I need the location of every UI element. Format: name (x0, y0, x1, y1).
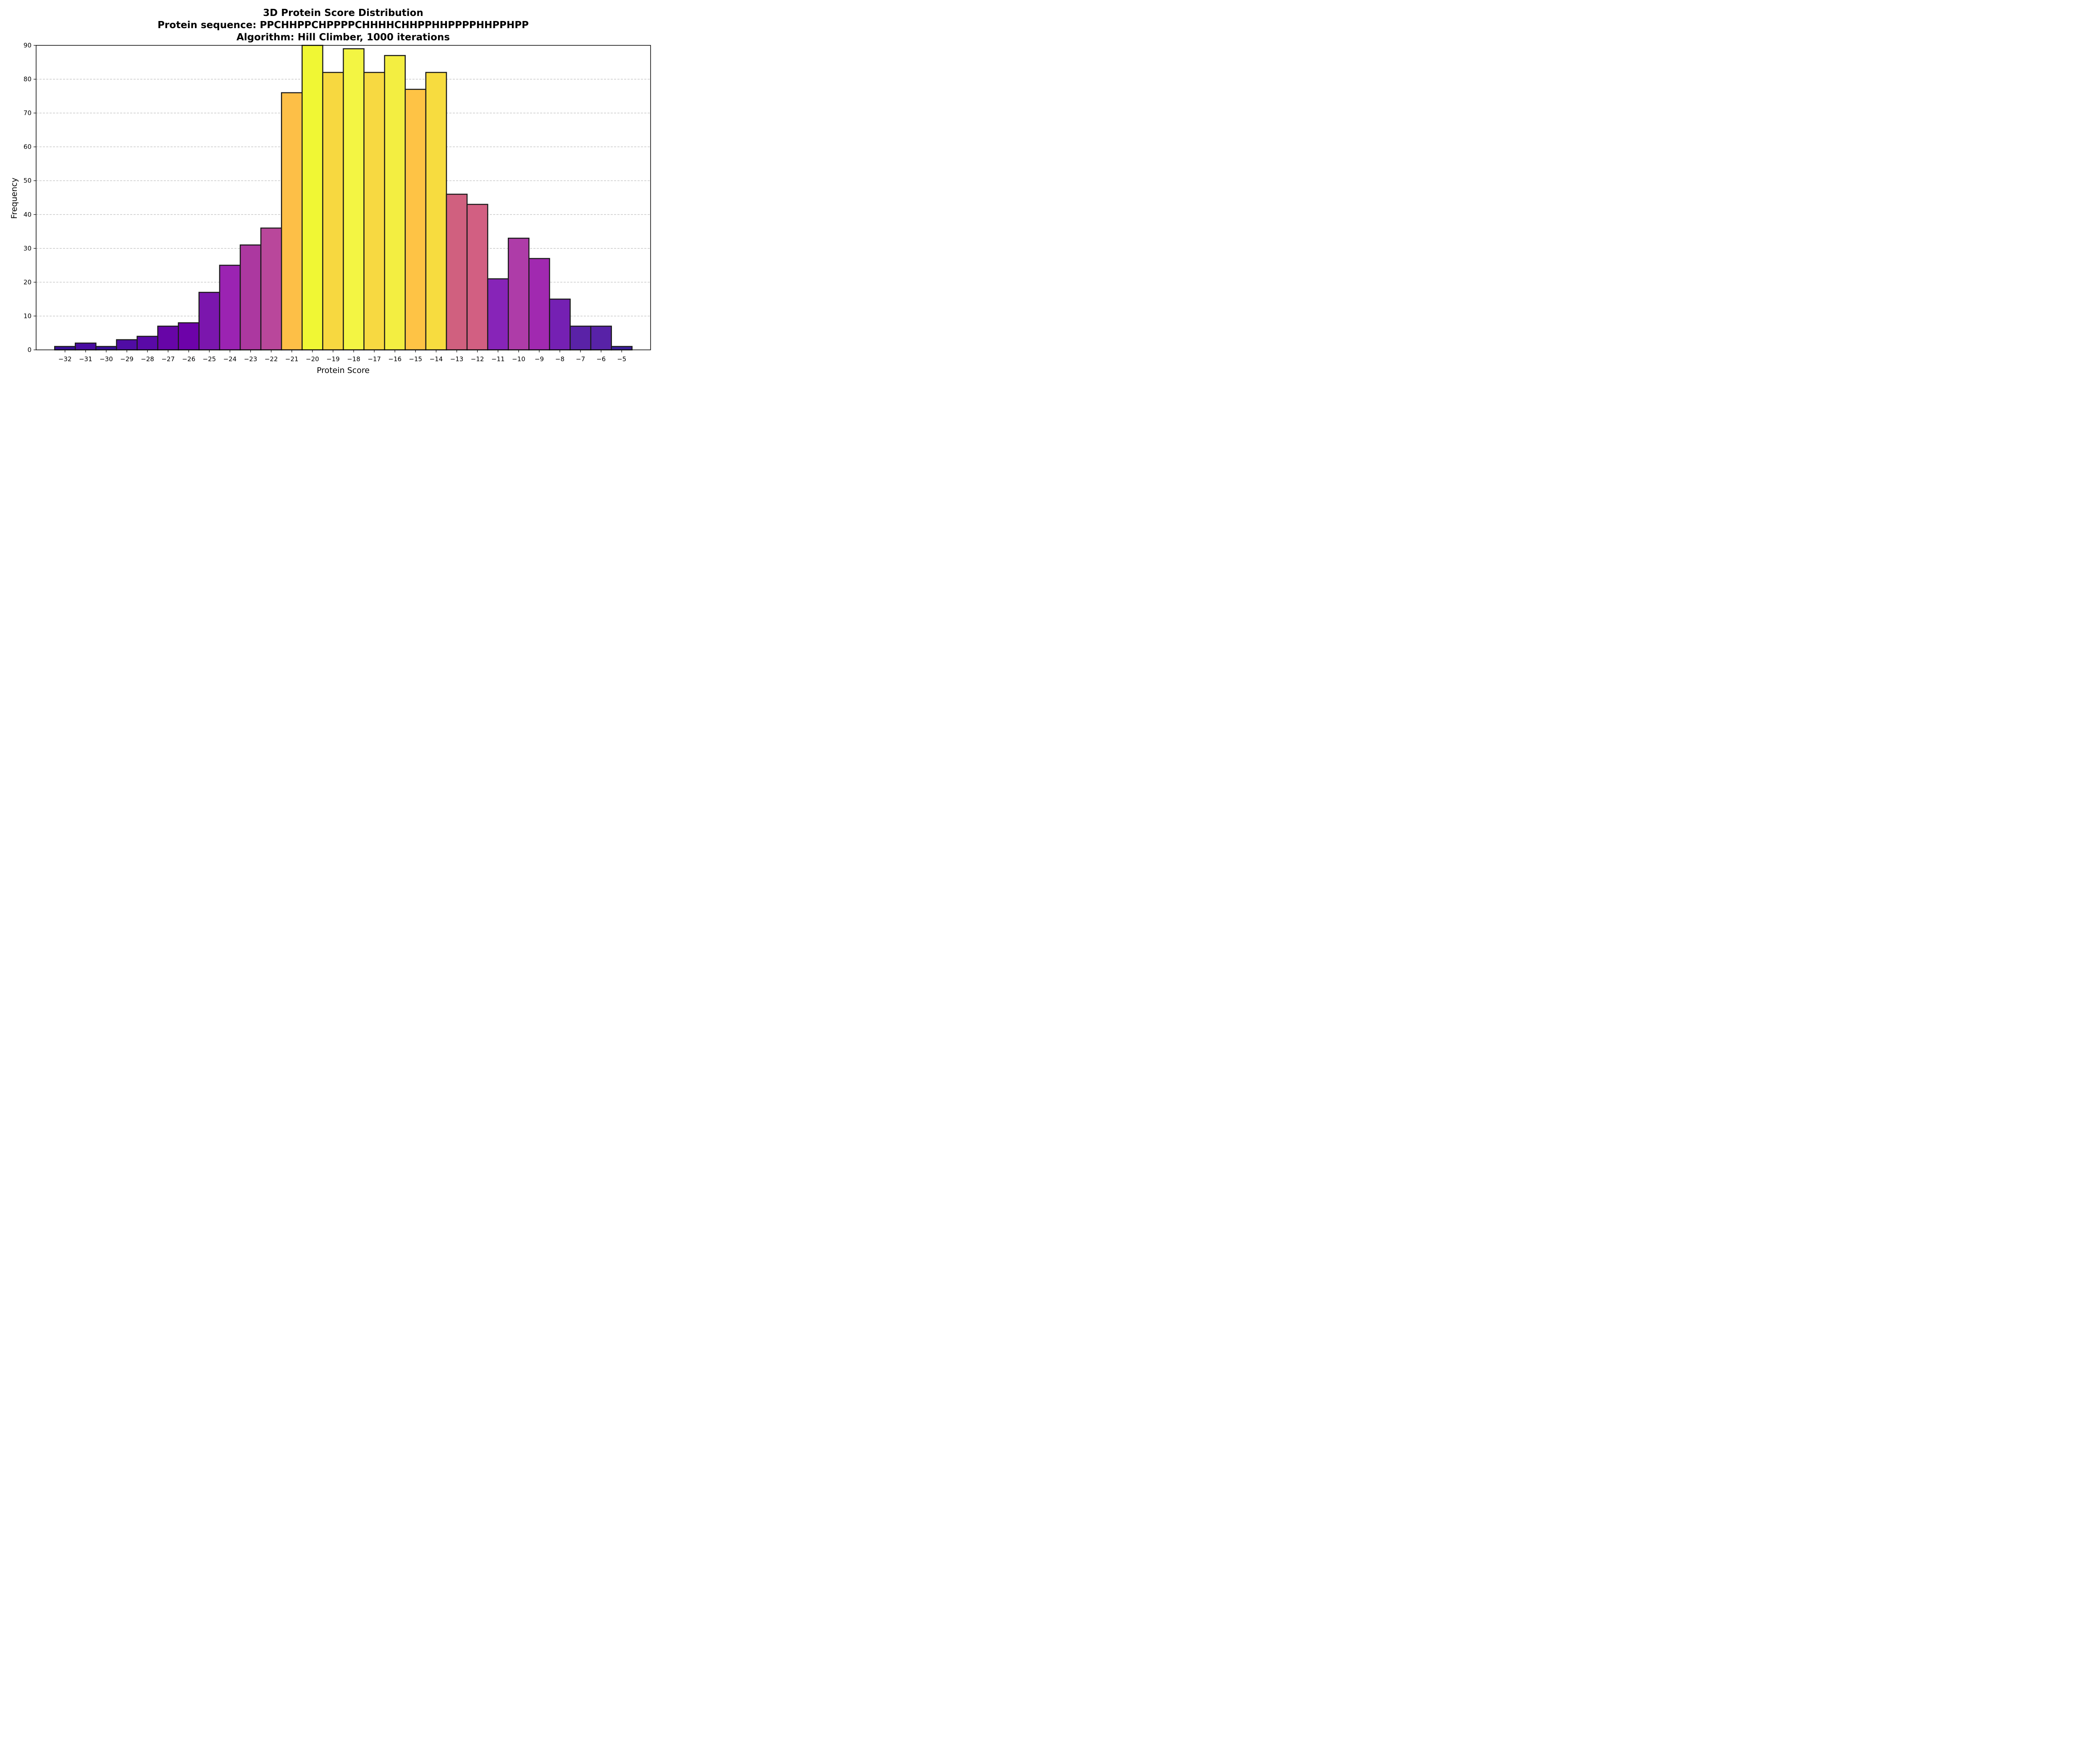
bar-score--7 (570, 326, 591, 351)
bar-score--8 (549, 298, 571, 351)
bar-score--16 (384, 55, 406, 351)
x-tick-label--12: −12 (471, 355, 484, 363)
bar-score--25 (198, 291, 220, 351)
x-tick-label--10: −10 (512, 355, 525, 363)
bar-score--17 (363, 72, 385, 351)
histogram-bars (54, 45, 633, 351)
x-tick-label--29: −29 (120, 355, 134, 363)
x-tick-label--22: −22 (265, 355, 278, 363)
x-tick-label--28: −28 (141, 355, 154, 363)
bar-score--23 (239, 244, 262, 351)
plot-frame (36, 45, 651, 350)
bar-score--6 (590, 326, 612, 351)
chart-title-line-3: Algorithm: Hill Climber, 1000 iterations (236, 32, 450, 43)
y-tick-label-30: 30 (24, 244, 32, 252)
x-tick-label--23: −23 (244, 355, 257, 363)
bar-score--9 (528, 258, 550, 351)
bar-score--10 (508, 237, 530, 351)
y-tick-label-80: 80 (24, 76, 32, 83)
x-tick-label--13: −13 (450, 355, 464, 363)
bar-score--20 (302, 45, 323, 351)
x-tick-label--30: −30 (100, 355, 113, 363)
bar-score--14 (425, 72, 447, 351)
x-tick-label--21: −21 (285, 355, 299, 363)
y-axis-ticks: 0 10 20 30 40 50 60 70 80 90 (24, 42, 36, 354)
x-tick-label--16: −16 (388, 355, 402, 363)
x-tick-label--24: −24 (223, 355, 237, 363)
x-tick-label--18: −18 (347, 355, 360, 363)
y-tick-label-50: 50 (24, 177, 32, 184)
x-tick-label--25: −25 (203, 355, 216, 363)
bar-score--5 (611, 346, 633, 351)
bar-score--26 (178, 322, 200, 351)
bar-score--28 (136, 336, 158, 351)
bar-score--22 (260, 227, 282, 351)
y-tick-label-10: 10 (24, 312, 32, 320)
bar-score--32 (54, 346, 76, 351)
bar-score--29 (116, 339, 138, 351)
x-axis-ticks: −32 −31 −30 −29 −28 −27 −26 −25 −24 −23 −22 −21 −20−… (58, 350, 626, 363)
y-tick-label-60: 60 (24, 143, 32, 151)
y-axis-label: Frequency (10, 178, 19, 219)
x-tick-label--7: −7 (576, 355, 585, 363)
protein-score-histogram: 3D Protein Score Distribution Protein se… (10, 8, 651, 375)
x-axis-label: Protein Score (317, 366, 370, 375)
bar-score--21 (281, 92, 303, 351)
x-tick-label--6: −6 (596, 355, 606, 363)
x-tick-label--5: −5 (617, 355, 626, 363)
x-tick-label--19: −19 (326, 355, 340, 363)
y-tick-label-90: 90 (24, 42, 32, 49)
x-tick-label--9: −9 (535, 355, 544, 363)
bar-score--30 (95, 346, 117, 351)
x-tick-label--14: −14 (430, 355, 443, 363)
bar-score--19 (322, 72, 344, 351)
bar-score--11 (487, 278, 509, 351)
chart-title: 3D Protein Score Distribution Protein se… (158, 8, 529, 43)
x-tick-label--32: −32 (58, 355, 72, 363)
bar-score--12 (466, 204, 488, 351)
x-tick-label--31: −31 (79, 355, 92, 363)
bar-score--18 (343, 48, 365, 351)
bar-score--13 (446, 194, 468, 351)
bar-score--15 (404, 89, 427, 351)
x-tick-label--11: −11 (491, 355, 505, 363)
bar-score--24 (219, 265, 241, 351)
y-tick-label-70: 70 (24, 109, 32, 117)
bar-score--27 (157, 326, 179, 351)
y-tick-label-20: 20 (24, 278, 32, 286)
x-tick-label--15: −15 (409, 355, 423, 363)
x-tick-label--20: −20 (306, 355, 319, 363)
bar-score--31 (75, 342, 97, 351)
chart-title-line-1: 3D Protein Score Distribution (263, 8, 423, 18)
chart-title-line-2: Protein sequence: PPCHHPPCHPPPPCHHHHCHHP… (158, 20, 529, 31)
x-tick-label--8: −8 (555, 355, 564, 363)
x-tick-label--27: −27 (161, 355, 175, 363)
y-tick-label-0: 0 (27, 346, 32, 354)
x-tick-label--26: −26 (182, 355, 195, 363)
x-tick-label--17: −17 (368, 355, 381, 363)
y-tick-label-40: 40 (24, 211, 32, 218)
